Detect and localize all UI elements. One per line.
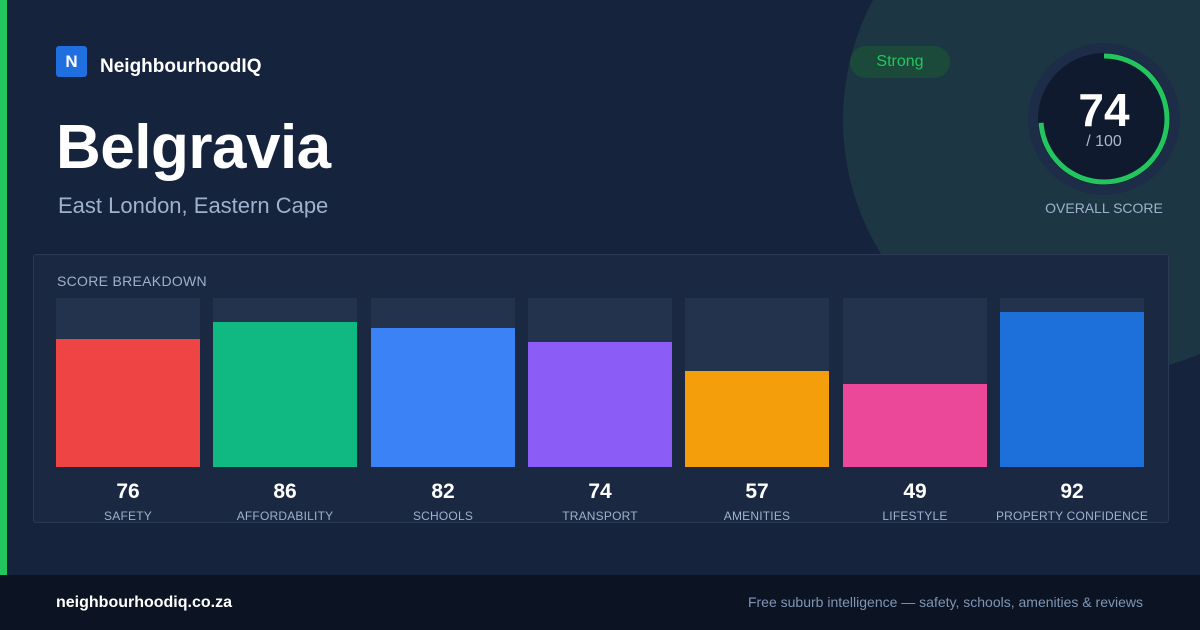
- bar-track: [371, 298, 515, 467]
- bar-label: SCHOOLS: [412, 509, 474, 523]
- bar-label: AMENITIES: [723, 509, 791, 523]
- bar-safety: 76 SAFETY: [56, 298, 200, 523]
- footer-tagline: Free suburb intelligence — safety, schoo…: [747, 594, 1143, 610]
- score-ring-graphic: [1028, 43, 1180, 195]
- bar-track: [1000, 298, 1144, 467]
- bar-label: AFFORDABILITY: [236, 509, 334, 523]
- accent-bar: [0, 0, 7, 575]
- bar-fill: [843, 384, 987, 467]
- bar-value: 82: [431, 480, 455, 503]
- bar-schools: 82 SCHOOLS: [371, 298, 515, 523]
- bar-value: 76: [116, 480, 140, 503]
- bar-track: [685, 298, 829, 467]
- bar-property-confidence: 92 PROPERTY CONFIDENCE: [996, 298, 1148, 523]
- bar-track: [843, 298, 987, 467]
- bar-transport: 74 TRANSPORT: [528, 298, 672, 523]
- overall-score-label: OVERALL SCORE: [1045, 200, 1163, 216]
- bar-lifestyle: 49 LIFESTYLE: [843, 298, 987, 523]
- bar-fill: [56, 339, 200, 467]
- overall-score-ring: 74 / 100: [1028, 43, 1180, 195]
- bar-fill: [685, 371, 829, 467]
- overall-score-value: 74: [1078, 84, 1130, 136]
- score-breakdown-panel: SCORE BREAKDOWN 76 SAFETY 86 AFFORDABILITY 8…: [33, 254, 1169, 523]
- footer: neighbourhoodiq.co.za Free suburb intell…: [0, 575, 1200, 630]
- bar-label: SAFETY: [104, 509, 152, 523]
- bar-value: 74: [588, 480, 612, 503]
- bar-label: LIFESTYLE: [882, 509, 948, 523]
- bar-label: TRANSPORT: [562, 509, 638, 523]
- bar-track: [213, 298, 357, 467]
- footer-url[interactable]: neighbourhoodiq.co.za: [56, 594, 232, 611]
- bar-fill: [1000, 312, 1144, 467]
- brand-logo-icon: N: [56, 46, 87, 77]
- bar-fill: [213, 322, 357, 467]
- share-card: N NeighbourhoodIQ Belgravia East London,…: [0, 0, 1200, 575]
- overall-score-max: / 100: [1086, 133, 1122, 150]
- bar-label: PROPERTY CONFIDENCE: [995, 509, 1149, 523]
- suburb-location: East London, Eastern Cape: [58, 193, 329, 218]
- bar-value: 86: [273, 480, 297, 503]
- bar-value: 49: [903, 480, 927, 503]
- bar-value: 57: [745, 480, 769, 503]
- brand-name: NeighbourhoodIQ: [100, 56, 262, 77]
- suburb-title: Belgravia: [56, 113, 331, 182]
- breakdown-title: SCORE BREAKDOWN: [57, 273, 207, 289]
- bar-fill: [528, 342, 672, 467]
- bar-fill: [371, 328, 515, 467]
- bar-amenities: 57 AMENITIES: [685, 298, 829, 523]
- bar-value: 92: [1060, 480, 1084, 503]
- bar-affordability: 86 AFFORDABILITY: [213, 298, 357, 523]
- score-ring-progress: [1038, 53, 1170, 185]
- bar-track: [56, 298, 200, 467]
- bar-track: [528, 298, 672, 467]
- rating-badge: Strong: [850, 46, 950, 78]
